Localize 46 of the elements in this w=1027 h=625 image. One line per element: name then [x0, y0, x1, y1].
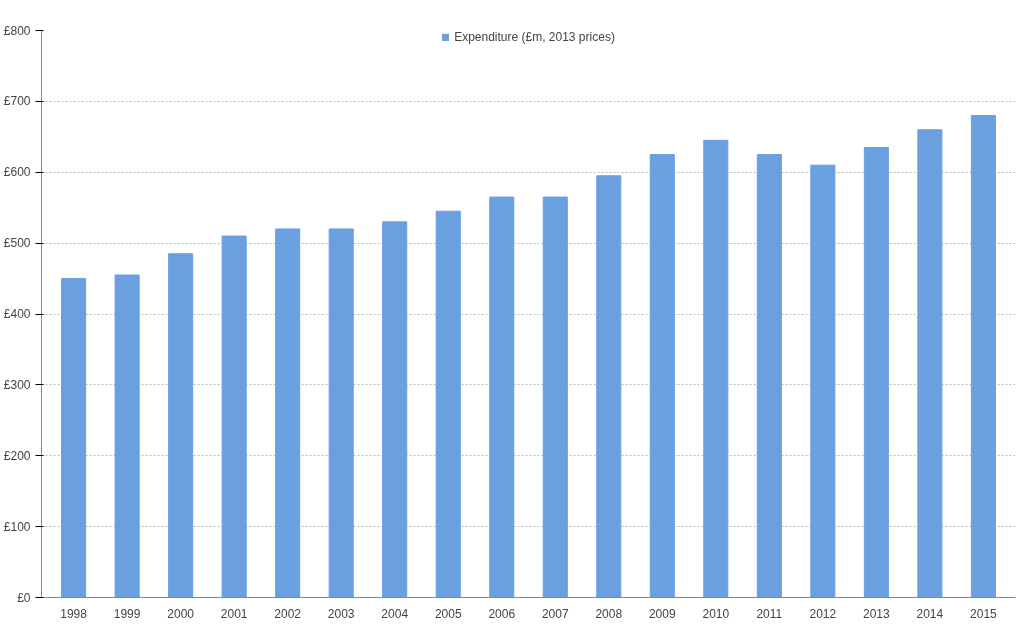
- x-tick-label: 2010: [702, 606, 730, 621]
- x-tick-label: 2009: [648, 606, 676, 621]
- y-tick-label: £300: [3, 377, 31, 392]
- bar: [168, 253, 194, 598]
- bar: [221, 235, 247, 598]
- x-tick-label: 2001: [220, 606, 248, 621]
- x-tick-label: 2004: [381, 606, 409, 621]
- x-tick-label: 2003: [327, 606, 355, 621]
- y-tick-label: £800: [3, 23, 31, 38]
- x-tick-label: 1999: [113, 606, 141, 621]
- x-tick-label: 2007: [541, 606, 569, 621]
- x-tick-label: 2013: [863, 606, 891, 621]
- y-tick-label: £600: [3, 165, 31, 180]
- y-tick-label: £700: [3, 94, 31, 109]
- bar: [61, 278, 87, 598]
- bar: [810, 164, 836, 598]
- x-tick-label: 2008: [595, 606, 623, 621]
- x-tick-label: 2014: [916, 606, 944, 621]
- bar: [489, 196, 515, 598]
- bar: [649, 154, 675, 598]
- bar: [328, 228, 354, 598]
- y-tick-label: £500: [3, 236, 31, 251]
- bar: [435, 210, 461, 598]
- bar: [970, 115, 996, 598]
- legend-label: Expenditure (£m, 2013 prices): [454, 30, 615, 44]
- x-tick-label: 2012: [809, 606, 837, 621]
- bar: [382, 221, 408, 598]
- bar: [275, 228, 301, 598]
- x-tick-label: 2015: [970, 606, 998, 621]
- bar: [756, 154, 782, 598]
- bar: [542, 196, 568, 598]
- bar: [596, 175, 622, 598]
- bar: [917, 129, 943, 598]
- x-tick-label: 2006: [488, 606, 516, 621]
- y-tick-label: £0: [17, 590, 31, 605]
- bar: [863, 146, 889, 598]
- y-tick-label: £100: [3, 519, 31, 534]
- x-tick-label: 2011: [756, 606, 783, 621]
- y-tick-label: £400: [3, 307, 31, 321]
- bar: [114, 274, 140, 598]
- bar: [703, 139, 729, 598]
- x-tick-label: 2000: [167, 606, 195, 621]
- x-tick-label: 2002: [274, 606, 302, 621]
- x-tick-label: 1998: [60, 606, 88, 621]
- x-tick-label: 2005: [434, 606, 462, 621]
- y-tick-label: £200: [3, 448, 31, 463]
